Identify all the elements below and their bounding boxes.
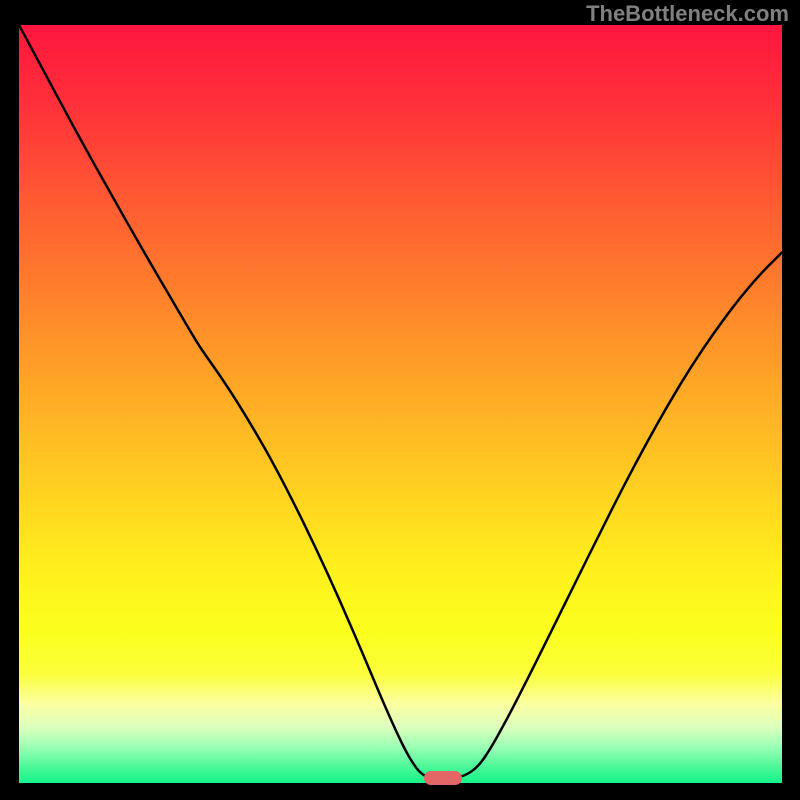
bottleneck-curve	[19, 25, 782, 783]
watermark-text: TheBottleneck.com	[586, 1, 789, 27]
plot-area	[19, 25, 782, 783]
chart-stage: TheBottleneck.com	[0, 0, 800, 800]
optimum-marker	[424, 771, 462, 785]
